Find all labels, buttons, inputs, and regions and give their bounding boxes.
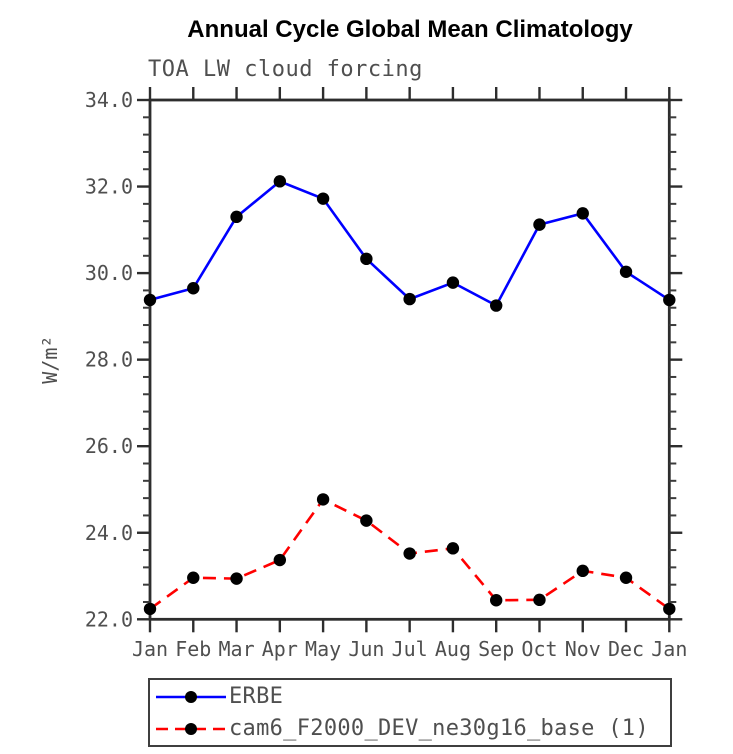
data-point-1-0: [143, 602, 157, 616]
data-point-1-11: [619, 571, 633, 584]
data-point-1-2: [230, 572, 243, 585]
data-point-0-5: [360, 252, 373, 266]
data-point-0-11: [619, 265, 633, 279]
y-tick-label: 28.0: [85, 348, 133, 372]
data-point-1-9: [533, 593, 546, 607]
data-point-0-12: [663, 293, 676, 307]
data-point-0-7: [446, 276, 460, 289]
cam6-sample-marker: [185, 722, 197, 735]
data-point-0-3: [273, 175, 287, 188]
erbe-line-sample: [156, 690, 226, 703]
data-point-1-5: [360, 514, 373, 527]
erbe-sample-marker: [185, 690, 197, 703]
y-axis-title: W/m²: [38, 336, 62, 384]
x-tick-label: Mar: [218, 637, 254, 661]
data-point-0-2: [230, 210, 243, 224]
x-tick-label: Dec: [608, 637, 644, 661]
data-point-1-1: [187, 571, 200, 584]
data-point-1-4: [316, 493, 330, 506]
x-tick-label: Feb: [175, 637, 211, 661]
y-tick-label: 26.0: [85, 434, 133, 458]
x-tick-label: Apr: [262, 637, 298, 661]
data-point-0-10: [576, 207, 589, 220]
legend-box: ERBE cam6_F2000_DEV_ne30g16_base (1): [148, 678, 672, 747]
x-tick-label: Jul: [392, 637, 428, 661]
data-point-0-1: [187, 282, 200, 295]
legend-item-erbe: ERBE: [150, 681, 670, 712]
data-point-1-12: [663, 602, 676, 616]
cam6-line-sample: [156, 722, 226, 735]
chart-subtitle: TOA LW cloud forcing: [148, 57, 423, 82]
data-point-1-10: [576, 564, 589, 578]
y-tick-label: 24.0: [85, 521, 133, 545]
x-tick-label: Nov: [565, 637, 601, 661]
chart-title: Annual Cycle Global Mean Climatology: [187, 16, 633, 43]
series-line-0: [149, 179, 671, 308]
y-tick-label: 34.0: [85, 88, 133, 112]
legend-label-cam6: cam6_F2000_DEV_ne30g16_base (1): [229, 716, 649, 741]
x-tick-label: May: [305, 637, 341, 661]
x-tick-label: Jan: [651, 637, 687, 661]
y-tick-label: 32.0: [85, 175, 133, 199]
plot-frame: [148, 98, 671, 621]
data-point-1-8: [490, 594, 503, 607]
y-tick-label: 30.0: [85, 261, 133, 285]
data-point-1-6: [403, 547, 416, 560]
x-tick-label: Sep: [478, 637, 514, 661]
data-point-0-8: [490, 299, 503, 312]
y-tick-label: 22.0: [85, 607, 133, 631]
legend-item-cam6: cam6_F2000_DEV_ne30g16_base (1): [150, 713, 670, 744]
x-tick-label: Jan: [132, 637, 168, 661]
data-point-1-3: [273, 553, 287, 567]
data-point-0-0: [143, 293, 157, 307]
x-tick-label: Aug: [435, 637, 471, 661]
data-point-1-7: [446, 542, 460, 555]
legend-label-erbe: ERBE: [229, 684, 284, 709]
x-tick-label: Jun: [348, 637, 384, 661]
data-point-0-6: [403, 292, 416, 306]
data-point-0-9: [533, 218, 546, 231]
data-point-0-4: [316, 192, 330, 205]
x-tick-label: Oct: [521, 637, 557, 661]
